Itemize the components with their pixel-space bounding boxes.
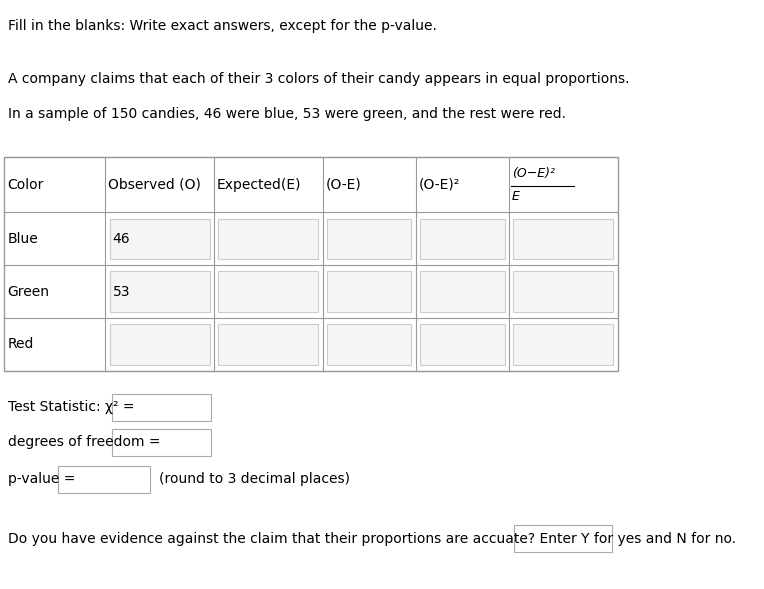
Bar [110,324,209,365]
Bar [112,429,211,456]
Bar [420,219,504,259]
Bar [219,219,319,259]
Text: p-value =: p-value = [8,472,75,486]
Bar [513,324,613,365]
Text: E: E [512,190,520,203]
Text: Fill in the blanks: Write exact answers, except for the p-value.: Fill in the blanks: Write exact answers,… [8,19,436,33]
Bar [112,393,211,421]
Bar [58,466,150,492]
Bar [327,324,412,365]
Text: (round to 3 decimal places): (round to 3 decimal places) [160,472,351,486]
Bar [513,219,613,259]
Bar [110,219,209,259]
Text: Red: Red [8,337,34,351]
Bar [219,272,319,312]
Text: Do you have evidence against the claim that their proportions are accuate? Enter: Do you have evidence against the claim t… [8,532,736,546]
Text: In a sample of 150 candies, 46 were blue, 53 were green, and the rest were red.: In a sample of 150 candies, 46 were blue… [8,107,565,121]
Bar [5,157,617,370]
Text: degrees of freedom =: degrees of freedom = [8,435,160,449]
Text: (O-E): (O-E) [325,177,361,191]
Bar [327,272,412,312]
Bar [514,525,612,552]
Bar [327,219,412,259]
Text: Green: Green [8,284,50,299]
Text: 53: 53 [113,284,131,299]
Text: (O-E)²: (O-E)² [419,177,460,191]
Bar [420,272,504,312]
Bar [219,324,319,365]
Text: Observed (O): Observed (O) [108,177,202,191]
Bar [513,272,613,312]
Bar [110,272,209,312]
Text: Blue: Blue [8,232,38,246]
Text: (O−E)²: (O−E)² [512,167,555,180]
Text: A company claims that each of their 3 colors of their candy appears in equal pro: A company claims that each of their 3 co… [8,72,629,86]
Text: Expected(E): Expected(E) [217,177,302,191]
Bar [420,324,504,365]
Text: 46: 46 [113,232,131,246]
Text: Test Statistic: χ² =: Test Statistic: χ² = [8,400,134,414]
Text: Color: Color [8,177,44,191]
